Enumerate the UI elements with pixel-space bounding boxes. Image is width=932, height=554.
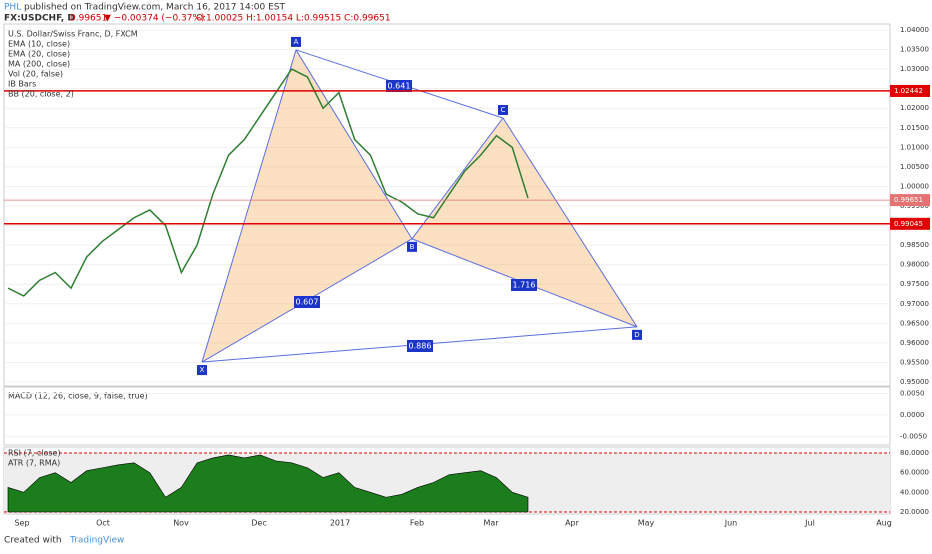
footer-brand: TradingView [69, 536, 124, 546]
price-tick-label: 1.04000 [900, 26, 929, 34]
level-tag [890, 217, 930, 230]
x-tick-label: Jun [724, 519, 738, 528]
change: ▼ −0.00374 (−0.37%) [104, 14, 205, 24]
pattern-point-label: A [294, 38, 299, 46]
pattern-point-label: B [410, 243, 415, 251]
price-tick-label: 0.97000 [900, 300, 929, 308]
legend-item: MA (200, close) [8, 60, 70, 69]
price-tick-label: 0.96500 [900, 319, 929, 327]
pattern-line [295, 49, 413, 240]
price-tick-label: 1.01000 [900, 143, 929, 151]
price-tick-label: 0.97500 [900, 280, 929, 288]
ratio-label: 0.641 [388, 82, 411, 91]
level-label: 0.99651 [894, 196, 923, 204]
ratio-box [386, 80, 412, 92]
pattern-point-box [498, 105, 508, 115]
x-tick-label: Oct [96, 519, 110, 528]
macd-tick-label: 0.0000 [900, 411, 925, 419]
ratio-label: 0.886 [409, 342, 432, 351]
ratio-label: 1.716 [513, 281, 536, 290]
rsi-label: ATR (7, RMA) [8, 459, 60, 468]
x-tick-label: 2017 [330, 519, 350, 528]
rsi-tick-label: 80.0000 [900, 449, 929, 457]
x-tick-label: Nov [173, 519, 189, 528]
level-label: 0.99045 [894, 220, 923, 228]
x-tick-label: Apr [565, 519, 580, 528]
price-tick-label: 1.00000 [900, 182, 929, 190]
price-tick-label: 1.01500 [900, 124, 929, 132]
price-tick-label: 0.98000 [900, 261, 929, 269]
pattern-point-label: X [200, 366, 205, 374]
macd-panel [3, 386, 891, 446]
ratio-box [407, 340, 433, 352]
pattern-point-box [291, 36, 301, 47]
chart-layer: 1.040001.035001.030001.025001.020001.015… [4, 26, 930, 528]
level-label: 1.02442 [894, 87, 923, 95]
level-tag [890, 84, 930, 97]
x-tick-label: Jul [804, 519, 815, 528]
ohlc: O:1.00025 H:1.00154 L:0.99515 C:0.99651 [196, 14, 391, 24]
macd-tick-label: -0.0050 [900, 432, 927, 440]
rsi-tick-label: 60.0000 [900, 469, 929, 477]
legend-item: Vol (20, false) [8, 70, 63, 79]
rsi-area [7, 454, 529, 513]
x-tick-label: Mar [483, 519, 499, 528]
footer-created: Created with [4, 536, 62, 546]
pattern-bcd [412, 118, 637, 327]
x-tick-label: Dec [251, 519, 266, 528]
legend-item: EMA (20, close) [8, 50, 70, 59]
published: published on TradingView.com, March 16, … [24, 3, 285, 13]
pattern-line [201, 49, 297, 363]
pattern-line [411, 117, 504, 240]
rsi-label: RSI (7, close) [8, 449, 61, 458]
x-tick-label: May [638, 519, 655, 528]
price-tick-label: 0.95000 [900, 378, 929, 386]
macd-label: MACD (12, 26, close, 9, false, true) [8, 392, 148, 401]
pattern-point-box [632, 329, 642, 340]
price-tick-label: 1.02000 [900, 104, 929, 112]
price-tick-label: 0.98500 [900, 241, 929, 249]
pattern-xab [202, 49, 412, 363]
ratio-box [511, 279, 537, 291]
pattern-point-box [197, 365, 207, 376]
rsi-tick-label: 40.0000 [900, 488, 929, 496]
pattern-line [502, 117, 638, 328]
x-tick-label: Sep [14, 519, 29, 528]
price-tick-label: 0.95500 [900, 358, 929, 366]
price-tick-label: 1.03000 [900, 65, 929, 73]
rsi-tick-label: 20.0000 [900, 508, 929, 516]
legend-item: EMA (10, close) [8, 40, 70, 49]
pattern-point-label: D [634, 331, 639, 339]
macd-tick-label: 0.0050 [900, 389, 925, 397]
last: 0.99651 [70, 14, 107, 24]
legend-item: IB Bars [8, 80, 36, 89]
level-tag [890, 194, 930, 207]
price-tick-label: 1.00500 [900, 163, 929, 171]
pattern-point-label: C [501, 106, 506, 114]
ratio-label: 0.607 [296, 298, 319, 307]
price-tick-label: 1.03500 [900, 46, 929, 54]
pattern-point-box [407, 241, 417, 252]
author: PHL [4, 3, 21, 13]
legend-item: BB (20, close, 2) [8, 90, 74, 99]
x-tick-label: Feb [410, 519, 424, 528]
symbol: FX:USDCHF, D [4, 14, 75, 24]
price-tick-label: 0.96000 [900, 339, 929, 347]
ratio-box [294, 296, 320, 308]
legend-item: U.S. Dollar/Swiss Franc, D, FXCM [8, 30, 138, 39]
x-tick-label: Aug [876, 519, 892, 528]
price-line [7, 68, 529, 297]
